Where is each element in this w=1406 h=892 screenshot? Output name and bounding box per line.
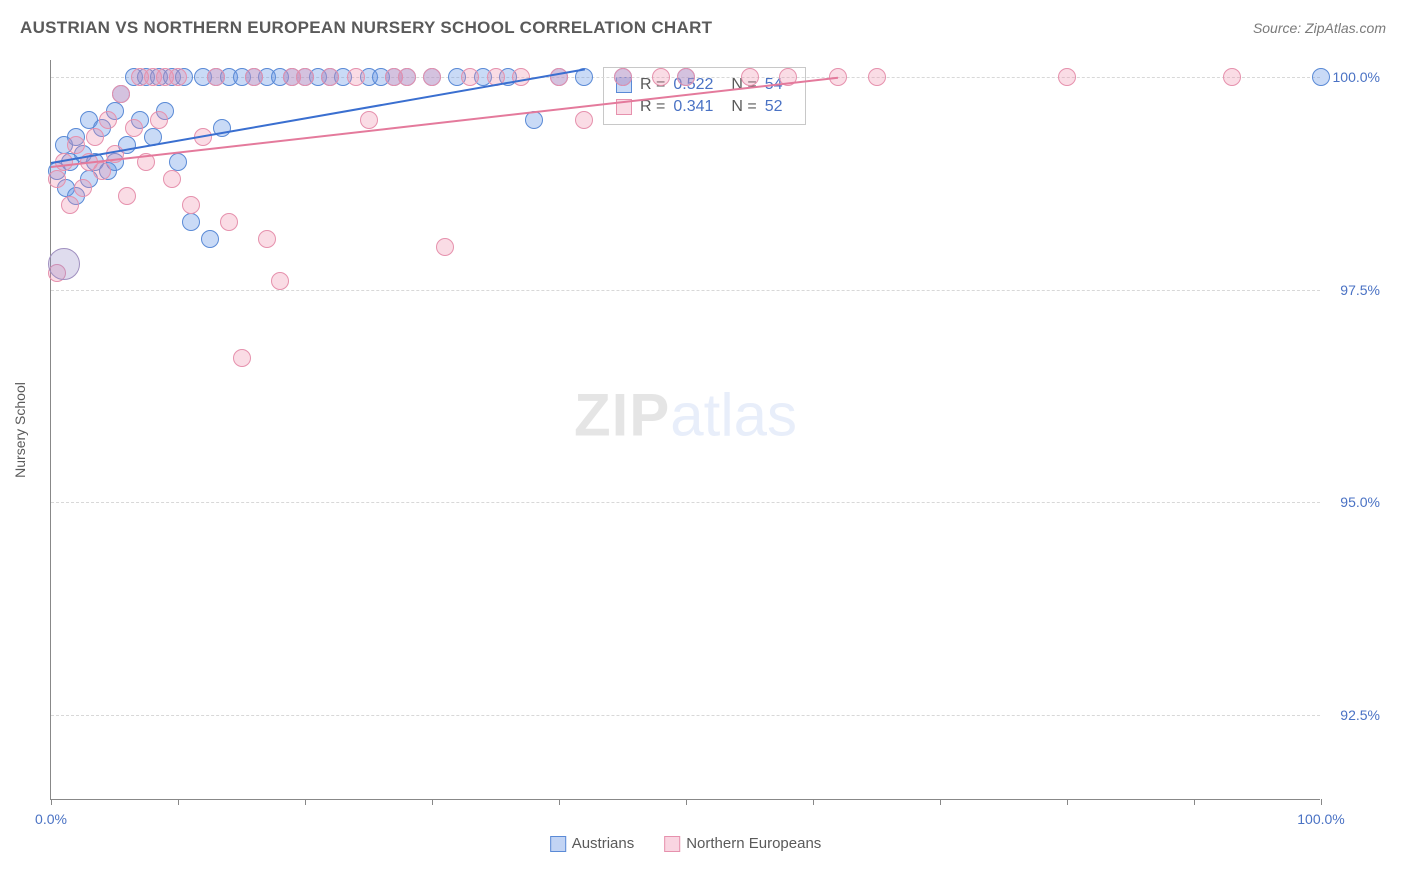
x-tick [51,799,52,805]
data-point [182,213,200,231]
x-tick [940,799,941,805]
data-point [258,230,276,248]
gridline [51,715,1320,716]
legend-swatch [664,836,680,852]
data-point [575,111,593,129]
x-tick [305,799,306,805]
n-value: 52 [765,98,783,116]
data-point [296,68,314,86]
data-point [1058,68,1076,86]
data-point [74,179,92,197]
gridline [51,502,1320,503]
legend-item: Austrians [550,835,635,852]
chart-source: Source: ZipAtlas.com [1253,20,1386,36]
r-value: 0.341 [673,98,713,116]
series-legend: Austrians Northern Europeans [550,835,822,852]
x-tick [813,799,814,805]
data-point [436,238,454,256]
data-point [48,170,66,188]
x-tick [686,799,687,805]
data-point [125,119,143,137]
scatter-plot: ZIPatlas R =0.522N =54R =0.341N =52 Aust… [50,60,1320,800]
x-tick [1194,799,1195,805]
data-point [512,68,530,86]
data-point [321,68,339,86]
data-point [118,187,136,205]
data-point [741,68,759,86]
data-point [347,68,365,86]
data-point [271,272,289,290]
stat-label: N = [731,98,756,116]
data-point [93,162,111,180]
chart-title: AUSTRIAN VS NORTHERN EUROPEAN NURSERY SC… [20,18,712,38]
x-tick [1067,799,1068,805]
legend-item: Northern Europeans [664,835,821,852]
data-point [86,128,104,146]
data-point [1223,68,1241,86]
gridline [51,290,1320,291]
data-point [201,230,219,248]
y-tick-label: 97.5% [1325,282,1380,298]
data-point [169,153,187,171]
x-tick [559,799,560,805]
data-point [868,68,886,86]
data-point [423,68,441,86]
data-point-large [48,248,80,280]
watermark: ZIPatlas [574,380,797,449]
data-point [163,170,181,188]
data-point [652,68,670,86]
y-tick-label: 100.0% [1325,69,1380,85]
data-point [99,111,117,129]
legend-swatch [550,836,566,852]
stat-label: R = [640,98,665,116]
x-tick-label: 100.0% [1297,811,1344,827]
data-point [398,68,416,86]
data-point [182,196,200,214]
x-tick [178,799,179,805]
x-tick-label: 0.0% [35,811,67,827]
legend-label: Austrians [572,835,635,852]
data-point [677,68,695,86]
data-point [614,68,632,86]
data-point [233,349,251,367]
data-point [67,136,85,154]
data-point [61,196,79,214]
legend-label: Northern Europeans [686,835,821,852]
data-point [112,85,130,103]
data-point [461,68,479,86]
data-point [360,111,378,129]
x-tick [1321,799,1322,805]
data-point [150,111,168,129]
y-tick-label: 92.5% [1325,707,1380,723]
chart-header: AUSTRIAN VS NORTHERN EUROPEAN NURSERY SC… [0,0,1406,48]
data-point [245,68,263,86]
data-point [169,68,187,86]
x-tick [432,799,433,805]
data-point [220,213,238,231]
y-axis-label: Nursery School [12,382,28,478]
y-tick-label: 95.0% [1325,494,1380,510]
data-point [207,68,225,86]
chart-area: Nursery School ZIPatlas R =0.522N =54R =… [50,60,1370,800]
data-point [1312,68,1330,86]
